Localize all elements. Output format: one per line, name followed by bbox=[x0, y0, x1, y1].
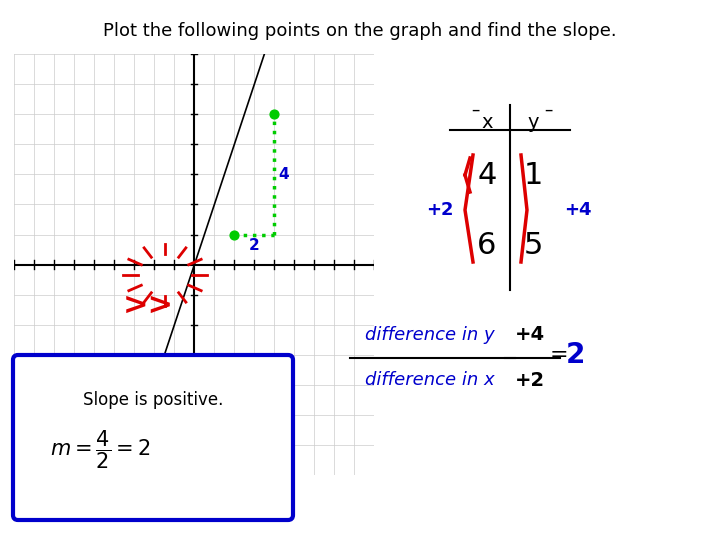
Text: Plot the following points on the graph and find the slope.: Plot the following points on the graph a… bbox=[103, 22, 617, 39]
Text: 1: 1 bbox=[523, 160, 543, 190]
Text: =: = bbox=[550, 345, 569, 365]
Text: +4: +4 bbox=[515, 326, 545, 345]
Text: 4: 4 bbox=[477, 160, 497, 190]
Text: 4: 4 bbox=[279, 167, 289, 182]
FancyBboxPatch shape bbox=[13, 355, 293, 520]
Text: –: – bbox=[471, 101, 480, 119]
Text: +2: +2 bbox=[426, 201, 454, 219]
Text: y: y bbox=[527, 112, 539, 132]
Point bbox=[269, 110, 280, 118]
Point bbox=[229, 230, 240, 239]
Text: –: – bbox=[544, 101, 552, 119]
Text: x: x bbox=[481, 112, 492, 132]
Text: >>: >> bbox=[122, 291, 174, 320]
Text: 5: 5 bbox=[523, 231, 543, 260]
Text: difference in x: difference in x bbox=[365, 371, 495, 389]
Text: 6: 6 bbox=[477, 231, 497, 260]
Text: difference in y: difference in y bbox=[365, 326, 495, 344]
Text: 2: 2 bbox=[249, 238, 260, 253]
Text: Slope is positive.: Slope is positive. bbox=[83, 391, 223, 409]
Text: 2: 2 bbox=[565, 341, 585, 369]
Text: +4: +4 bbox=[564, 201, 592, 219]
Text: $m = \dfrac{4}{2} = 2$: $m = \dfrac{4}{2} = 2$ bbox=[50, 429, 150, 471]
Text: +2: +2 bbox=[515, 370, 545, 389]
